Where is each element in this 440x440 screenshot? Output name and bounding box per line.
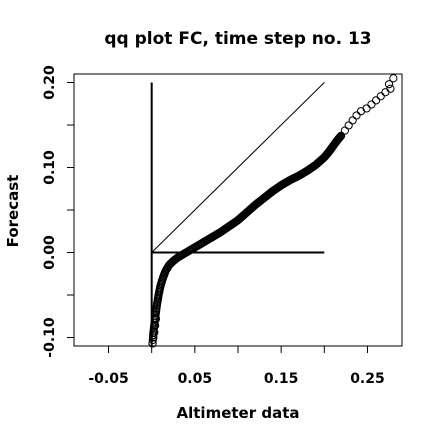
x-tick-label: 0.15 <box>264 371 299 387</box>
x-axis: -0.05 0.05 0.15 0.25 <box>88 345 385 387</box>
data-point <box>340 126 350 135</box>
data-points <box>148 74 398 348</box>
reference-line <box>151 82 325 253</box>
y-tick-label: 0.10 <box>42 150 58 185</box>
data-point <box>336 132 345 141</box>
y-tick-label: -0.10 <box>42 317 58 358</box>
data-point <box>381 88 390 97</box>
data-point <box>335 133 344 143</box>
data-point <box>149 333 158 342</box>
data-point <box>389 74 398 83</box>
data-point <box>372 96 381 105</box>
y-tick-label: 0.20 <box>42 65 58 100</box>
chart-title: qq plot FC, time step no. 13 <box>104 29 371 49</box>
x-tick-label: 0.05 <box>178 371 213 387</box>
data-point <box>151 314 161 323</box>
reference-lines <box>150 82 325 346</box>
data-point <box>148 339 157 348</box>
data-point <box>362 104 371 113</box>
data-point <box>335 133 344 142</box>
data-point <box>334 134 343 143</box>
x-tick-label: -0.05 <box>88 371 128 387</box>
data-point <box>336 131 346 140</box>
y-axis: -0.10 0.00 0.10 0.20 <box>42 65 75 358</box>
data-point <box>367 100 376 109</box>
y-axis-label: Forecast <box>4 175 22 248</box>
data-point <box>344 121 353 130</box>
x-tick-label: 0.25 <box>350 371 385 387</box>
data-point <box>384 80 394 89</box>
data-point <box>348 116 357 125</box>
data-point <box>376 92 385 101</box>
data-point <box>386 84 395 93</box>
data-point <box>352 111 361 120</box>
x-axis-label: Altimeter data <box>177 404 300 422</box>
y-tick-label: 0.00 <box>42 235 58 270</box>
